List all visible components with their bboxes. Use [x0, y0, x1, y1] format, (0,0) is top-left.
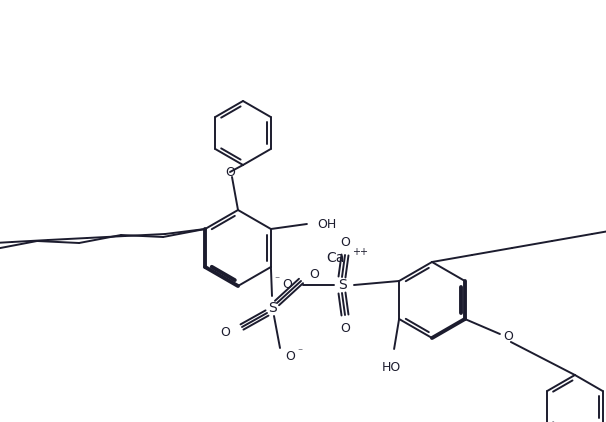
Text: S: S: [268, 301, 276, 315]
Text: O: O: [340, 235, 350, 249]
Text: O: O: [282, 279, 292, 292]
Text: O: O: [340, 322, 350, 335]
Text: ++: ++: [352, 247, 368, 257]
Text: Ca: Ca: [326, 251, 344, 265]
Text: HO: HO: [381, 361, 401, 374]
Text: O: O: [285, 349, 295, 362]
Text: S: S: [338, 278, 347, 292]
Text: OH: OH: [317, 217, 336, 230]
Text: O: O: [503, 330, 513, 344]
Text: ⁻: ⁻: [274, 275, 279, 285]
Text: O: O: [225, 165, 235, 179]
Text: ⁻: ⁻: [297, 347, 302, 357]
Text: O: O: [309, 268, 319, 281]
Text: O: O: [220, 327, 230, 340]
